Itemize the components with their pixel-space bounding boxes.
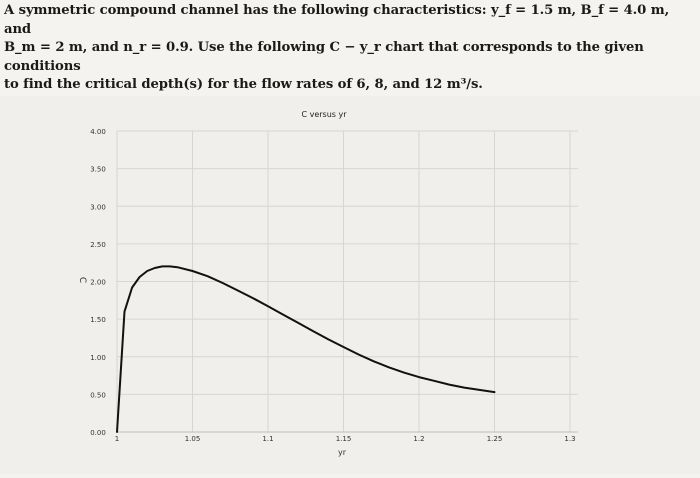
series-line — [116, 265, 496, 433]
c-versus-yr-chart: 0.00 0.50 1.00 1.50 2.00 2.50 3.00 3.50 4.00 1 1.… — [77, 110, 578, 457]
problem-line-1: A symmetric compound channel has the fol… — [4, 3, 670, 37]
x-axis-label: yr — [338, 448, 347, 457]
x-tick-label: 1.05 — [185, 435, 201, 443]
x-tick-label: 1 — [115, 435, 119, 443]
y-tick-label: 1.50 — [90, 316, 106, 324]
y-axis-label: C — [77, 277, 87, 283]
y-tick-label: 0.00 — [90, 429, 106, 437]
x-tick-labels: 1 1.05 1.1 1.15 1.2 1.25 1.3 — [115, 435, 576, 443]
y-tick-label: 2.00 — [90, 279, 106, 287]
x-tick-label: 1.25 — [487, 435, 503, 443]
gridlines — [116, 130, 578, 433]
y-tick-label: 4.00 — [90, 128, 106, 136]
y-tick-label: 3.50 — [90, 166, 106, 174]
data-series — [116, 265, 496, 433]
chart-title: C versus yr — [301, 110, 347, 119]
problem-statement: A symmetric compound channel has the fol… — [4, 2, 694, 95]
x-tick-label: 1.15 — [336, 435, 352, 443]
y-tick-labels: 0.00 0.50 1.00 1.50 2.00 2.50 3.00 3.50 4.00 — [90, 128, 106, 437]
problem-line-2: B_m = 2 m, and n_r = 0.9. Use the follow… — [4, 40, 644, 74]
y-tick-label: 3.00 — [90, 203, 106, 211]
y-tick-label: 0.50 — [90, 391, 106, 399]
x-tick-label: 1.2 — [413, 435, 424, 443]
problem-line-3: to find the critical depth(s) for the fl… — [4, 77, 483, 92]
y-tick-label: 2.50 — [90, 241, 106, 249]
y-tick-label: 1.00 — [90, 354, 106, 362]
chart-panel: 0.00 0.50 1.00 1.50 2.00 2.50 3.00 3.50 4.00 1 1.… — [0, 96, 700, 474]
x-tick-label: 1.1 — [262, 435, 273, 443]
x-tick-label: 1.3 — [564, 435, 575, 443]
